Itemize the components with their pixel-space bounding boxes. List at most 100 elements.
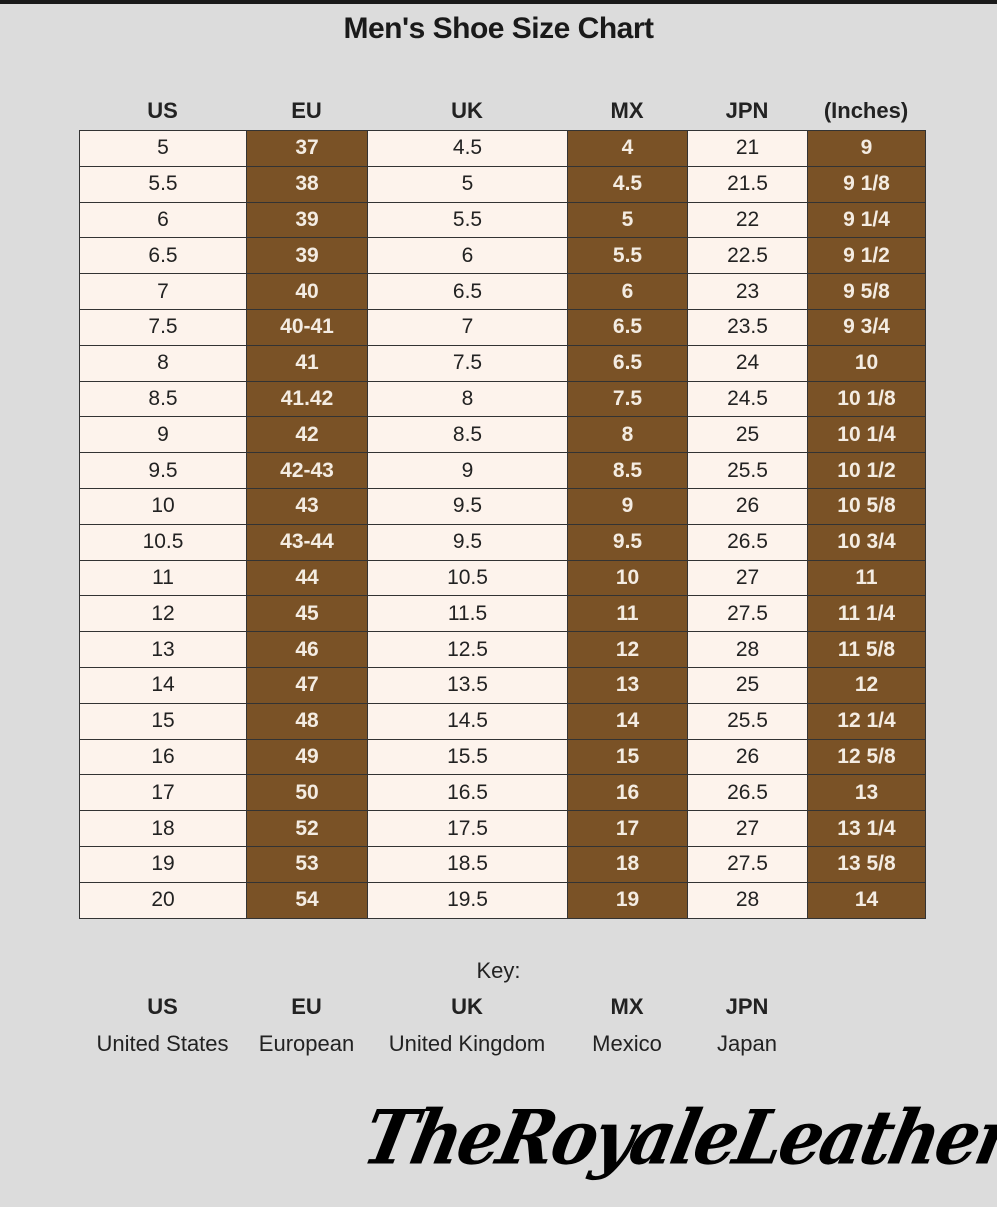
cell-eu: 44 (246, 559, 368, 597)
cell-inches: 13 5/8 (807, 845, 926, 883)
cell-uk: 16.5 (367, 774, 568, 812)
table-row: 17 50 16.5 16 26.5 13 (79, 774, 926, 812)
cell-jpn: 28 (687, 881, 808, 919)
cell-uk: 11.5 (367, 595, 568, 633)
cell-us: 14 (79, 666, 247, 704)
column-header-eu: EU (291, 98, 322, 123)
cell-eu: 47 (246, 666, 368, 704)
cell-inches: 10 1/2 (807, 452, 926, 489)
cell-inches: 13 1/4 (807, 810, 926, 847)
cell-mx: 5.5 (567, 237, 688, 275)
cell-jpn: 28 (687, 631, 808, 668)
table-row: 10.5 43-44 9.5 9.5 26.5 10 3/4 (79, 523, 926, 561)
cell-inches: 9 (807, 130, 926, 167)
table-row: 5 37 4.5 4 21 9 (79, 130, 926, 167)
cell-jpn: 26.5 (687, 774, 808, 812)
cell-mx: 5 (567, 201, 688, 239)
table-row: 7.5 40-41 7 6.5 23.5 9 3/4 (79, 308, 926, 346)
cell-jpn: 21.5 (687, 165, 808, 203)
cell-eu: 43 (246, 487, 368, 525)
brand-logo: TheRoyaleLeather (355, 1094, 997, 1182)
cell-us: 10 (79, 487, 247, 525)
cell-jpn: 25 (687, 666, 808, 704)
cell-inches: 10 3/4 (807, 523, 926, 561)
cell-eu: 46 (246, 631, 368, 668)
cell-mx: 9 (567, 487, 688, 525)
cell-jpn: 25 (687, 416, 808, 454)
table-row: 5.5 38 5 4.5 21.5 9 1/8 (79, 165, 926, 203)
cell-mx: 15 (567, 738, 688, 776)
column-header-jpn: JPN (725, 98, 769, 123)
table-row: 19 53 18.5 18 27.5 13 5/8 (79, 845, 926, 883)
cell-mx: 6.5 (567, 344, 688, 382)
cell-us: 7 (79, 273, 247, 310)
cell-mx: 14 (567, 702, 688, 740)
cell-us: 16 (79, 738, 247, 776)
cell-inches: 9 1/2 (807, 237, 926, 275)
table-row: 18 52 17.5 17 27 13 1/4 (79, 810, 926, 847)
cell-mx: 12 (567, 631, 688, 668)
table-row: 10 43 9.5 9 26 10 5/8 (79, 487, 926, 525)
key-abbr-mx: MX (610, 994, 644, 1019)
cell-uk: 13.5 (367, 666, 568, 704)
cell-inches: 9 1/4 (807, 201, 926, 239)
cell-jpn: 24 (687, 344, 808, 382)
cell-inches: 11 (807, 559, 926, 597)
cell-uk: 5 (367, 165, 568, 203)
cell-uk: 18.5 (367, 845, 568, 883)
table-row: 16 49 15.5 15 26 12 5/8 (79, 738, 926, 776)
cell-us: 15 (79, 702, 247, 740)
cell-jpn: 26 (687, 738, 808, 776)
cell-inches: 12 5/8 (807, 738, 926, 776)
cell-us: 6.5 (79, 237, 247, 275)
cell-jpn: 22.5 (687, 237, 808, 275)
key-full-uk: United Kingdom (388, 1031, 546, 1056)
cell-uk: 9.5 (367, 487, 568, 525)
cell-uk: 12.5 (367, 631, 568, 668)
cell-jpn: 27.5 (687, 845, 808, 883)
cell-eu: 42 (246, 416, 368, 454)
cell-eu: 43-44 (246, 523, 368, 561)
cell-eu: 52 (246, 810, 368, 847)
table-row: 14 47 13.5 13 25 12 (79, 666, 926, 704)
cell-us: 9.5 (79, 452, 247, 489)
cell-inches: 9 5/8 (807, 273, 926, 310)
cell-uk: 10.5 (367, 559, 568, 597)
cell-mx: 19 (567, 881, 688, 919)
cell-eu: 54 (246, 881, 368, 919)
cell-jpn: 25.5 (687, 452, 808, 489)
cell-inches: 10 (807, 344, 926, 382)
cell-jpn: 25.5 (687, 702, 808, 740)
cell-mx: 10 (567, 559, 688, 597)
cell-us: 17 (79, 774, 247, 812)
table-row: 8.5 41.42 8 7.5 24.5 10 1/8 (79, 380, 926, 418)
cell-us: 8.5 (79, 380, 247, 418)
cell-us: 6 (79, 201, 247, 239)
cell-eu: 48 (246, 702, 368, 740)
table-row: 9.5 42-43 9 8.5 25.5 10 1/2 (79, 452, 926, 489)
cell-eu: 38 (246, 165, 368, 203)
cell-us: 5.5 (79, 165, 247, 203)
table-row: 13 46 12.5 12 28 11 5/8 (79, 631, 926, 668)
cell-mx: 6 (567, 273, 688, 310)
cell-us: 5 (79, 130, 247, 167)
table-row: 6 39 5.5 5 22 9 1/4 (79, 201, 926, 239)
cell-uk: 14.5 (367, 702, 568, 740)
cell-uk: 9 (367, 452, 568, 489)
cell-eu: 39 (246, 201, 368, 239)
cell-jpn: 24.5 (687, 380, 808, 418)
cell-us: 12 (79, 595, 247, 633)
cell-inches: 12 1/4 (807, 702, 926, 740)
cell-uk: 8 (367, 380, 568, 418)
cell-jpn: 23 (687, 273, 808, 310)
cell-inches: 10 1/4 (807, 416, 926, 454)
key-label: Key: (476, 958, 521, 983)
table-row: 8 41 7.5 6.5 24 10 (79, 344, 926, 382)
cell-mx: 8.5 (567, 452, 688, 489)
cell-jpn: 23.5 (687, 308, 808, 346)
table-row: 7 40 6.5 6 23 9 5/8 (79, 273, 926, 310)
cell-us: 9 (79, 416, 247, 454)
cell-us: 8 (79, 344, 247, 382)
column-header-uk: UK (451, 98, 483, 123)
key-abbr-jpn: JPN (725, 994, 769, 1019)
